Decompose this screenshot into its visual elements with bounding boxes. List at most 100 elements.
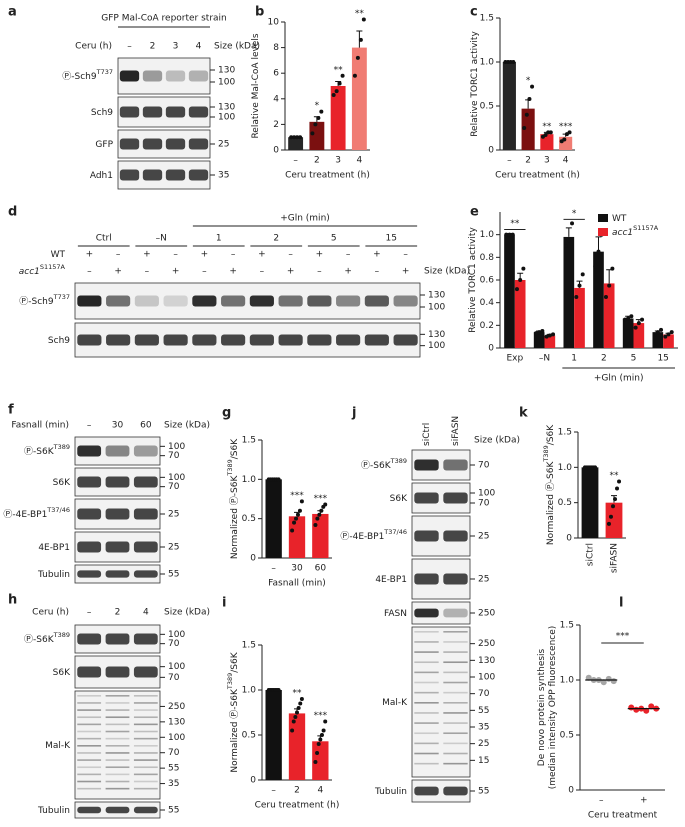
- band: [134, 334, 159, 346]
- x-tick-label: –: [599, 796, 604, 806]
- panel-letter: h: [8, 593, 17, 608]
- band: [336, 295, 361, 307]
- band: [414, 742, 439, 745]
- data-point: [574, 295, 579, 299]
- band: [414, 681, 439, 684]
- band: [77, 780, 102, 783]
- marker-label: 70: [168, 451, 180, 461]
- band: [393, 334, 418, 346]
- band: [163, 295, 188, 307]
- data-point: [316, 742, 321, 746]
- group-label: 5: [331, 234, 337, 244]
- band: [119, 169, 140, 181]
- data-point: [570, 221, 575, 226]
- text-part: /S6K: [230, 438, 240, 459]
- data-point: [518, 278, 523, 282]
- blot-frame: [74, 322, 421, 358]
- band: [77, 334, 102, 346]
- superscript: S1157A: [633, 224, 659, 232]
- y-tick-label: 0.5: [242, 514, 256, 524]
- significance: ***: [290, 491, 304, 501]
- band: [105, 730, 130, 733]
- panel-letter: k: [519, 406, 528, 421]
- band: [133, 745, 158, 747]
- marker-label: 130: [218, 103, 235, 113]
- data-point: [292, 135, 297, 140]
- data-point: [334, 89, 339, 94]
- text-part: Relative TORC1 activity: [468, 227, 478, 333]
- size-label: Size (kDa): [164, 608, 210, 618]
- band: [443, 492, 468, 504]
- text-part: acc1: [612, 228, 633, 238]
- x-group-label: +Gln (min): [594, 374, 644, 384]
- y-tick-label: 0: [488, 344, 494, 354]
- bar: [633, 323, 645, 348]
- y-tick-label: 1.0: [560, 676, 575, 686]
- band: [188, 169, 209, 181]
- lane-label: 4: [196, 42, 202, 52]
- band: [77, 702, 102, 704]
- marker-label: 70: [168, 639, 180, 649]
- lane-label: 3: [173, 42, 179, 52]
- band: [165, 106, 186, 118]
- band: [105, 570, 130, 578]
- text-part: /S6K: [230, 651, 240, 672]
- data-point: [655, 330, 660, 335]
- row-label: Ⓟ-4E-BP1T37/46: [3, 506, 70, 520]
- x-tick-label: 2: [525, 156, 531, 166]
- band: [249, 334, 274, 346]
- y-tick-label: 1.5: [560, 621, 574, 631]
- band: [105, 737, 130, 740]
- band: [414, 732, 439, 735]
- significance: **: [542, 122, 552, 132]
- genotype-sign: +: [287, 267, 295, 277]
- marker-label: 70: [478, 499, 490, 509]
- error-bar: [525, 99, 532, 109]
- marker-label: 25: [478, 739, 489, 749]
- y-tick-label: 8: [273, 43, 279, 53]
- group-title: +Gln (min): [280, 214, 330, 224]
- marker-label: 55: [168, 570, 179, 580]
- data-point: [315, 751, 320, 755]
- band: [249, 295, 274, 307]
- band: [414, 651, 439, 653]
- text-part: acc1: [19, 267, 40, 277]
- genotype-sign: +: [114, 267, 122, 277]
- genotype-sign: –: [260, 267, 265, 277]
- band: [443, 722, 468, 724]
- lane-label: 2: [115, 608, 121, 618]
- band: [133, 730, 158, 733]
- band: [105, 723, 130, 726]
- band: [165, 169, 186, 181]
- band: [443, 742, 468, 745]
- band: [119, 106, 140, 118]
- band: [105, 806, 130, 814]
- data-point: [527, 96, 532, 101]
- data-point: [533, 331, 538, 336]
- band: [106, 334, 131, 346]
- panel-letter: i: [222, 596, 226, 611]
- band: [414, 762, 439, 765]
- band: [105, 702, 130, 704]
- y-axis-title: De novo protein synthesis: [537, 648, 547, 766]
- data-point: [337, 81, 342, 86]
- text-part: Relative TORC1 activity: [470, 31, 480, 137]
- row-label: Sch9: [48, 336, 70, 346]
- bar: [521, 108, 535, 150]
- row-label: Ⓟ-S6KT389: [24, 631, 70, 645]
- x-tick-label: siFASN: [610, 543, 620, 573]
- bar: [514, 280, 526, 348]
- data-point: [607, 283, 612, 288]
- x-tick-label: 2: [314, 156, 320, 166]
- superscript: T737: [96, 68, 113, 76]
- band: [414, 608, 439, 618]
- band: [414, 641, 439, 643]
- marker-label: 25: [218, 140, 229, 150]
- band: [105, 745, 130, 747]
- lane-label: 60: [140, 421, 152, 431]
- x-tick-label: siCtrl: [586, 543, 596, 566]
- bar: [265, 690, 282, 780]
- genotype-sign: +: [344, 267, 352, 277]
- text-part: /S6K: [546, 424, 556, 445]
- band: [77, 787, 102, 790]
